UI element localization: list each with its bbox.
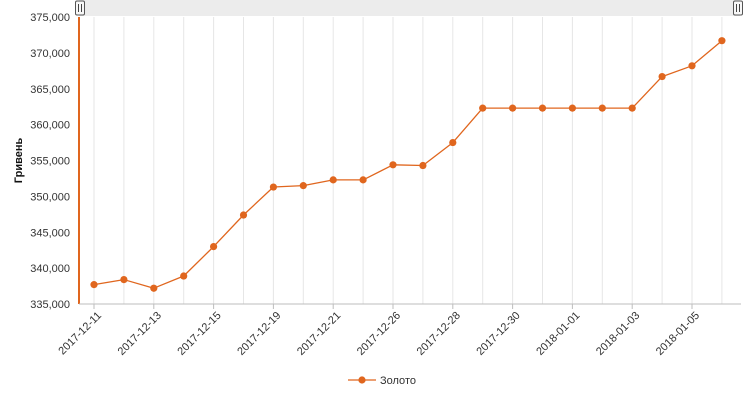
legend[interactable]: Золото: [348, 375, 416, 387]
legend-marker: [358, 376, 366, 384]
x-axis-tick-labels: 2017-12-11 2017-12-13 2017-12-15 2017-12-19…: [56, 304, 702, 358]
x-tick-label: 2017-12-28: [415, 310, 463, 358]
y-axis-title: Гривень: [13, 138, 25, 184]
range-navigator: [75, 0, 743, 16]
y-tick-label: 360,000: [30, 120, 70, 132]
x-tick-label: 2017-12-21: [295, 310, 343, 358]
series-layer: [90, 37, 726, 292]
navigator-left-handle-box[interactable]: [75, 0, 85, 16]
axes: [78, 17, 741, 305]
data-point[interactable]: [150, 284, 158, 292]
y-axis-tick-labels: 335,000 340,000 345,000 350,000 355,000 360,0…: [30, 12, 70, 311]
data-point[interactable]: [329, 176, 337, 184]
data-point[interactable]: [120, 276, 128, 284]
data-point[interactable]: [180, 272, 188, 280]
data-point[interactable]: [508, 104, 517, 112]
x-tick-label: 2017-12-26: [355, 310, 403, 358]
data-point[interactable]: [538, 104, 547, 112]
data-point[interactable]: [239, 211, 248, 219]
series-line-zoloto: [93, 40, 723, 289]
legend-label[interactable]: Золото: [380, 375, 416, 387]
data-point[interactable]: [359, 176, 367, 184]
y-tick-label: 340,000: [30, 263, 70, 275]
data-point[interactable]: [479, 104, 487, 112]
navigator-right-handle[interactable]: [733, 0, 743, 16]
x-tick-label: 2017-12-30: [474, 310, 522, 358]
data-point[interactable]: [299, 182, 307, 190]
data-point[interactable]: [389, 161, 397, 169]
navigator-left-handle[interactable]: [75, 0, 85, 16]
data-point[interactable]: [210, 243, 218, 251]
y-tick-label: 355,000: [30, 156, 70, 168]
navigator-right-handle-box[interactable]: [733, 0, 743, 16]
data-point[interactable]: [449, 138, 457, 147]
x-tick-label: 2018-01-05: [654, 310, 702, 358]
y-tick-label: 335,000: [30, 299, 70, 311]
x-tick-label: 2017-12-19: [235, 310, 283, 358]
y-tick-label: 365,000: [30, 84, 70, 96]
data-point[interactable]: [688, 62, 696, 70]
data-point[interactable]: [658, 72, 666, 81]
y-tick-label: 345,000: [30, 227, 70, 239]
data-point[interactable]: [598, 104, 606, 112]
data-point[interactable]: [568, 104, 577, 112]
data-point[interactable]: [90, 281, 98, 289]
data-point[interactable]: [718, 37, 726, 45]
x-tick-label: 2018-01-03: [594, 310, 642, 358]
grid: [93, 17, 723, 304]
y-tick-label: 350,000: [30, 191, 70, 203]
y-tick-label: 370,000: [30, 48, 70, 60]
data-point[interactable]: [269, 183, 277, 191]
x-tick-label: 2018-01-01: [534, 310, 582, 358]
y-tick-label: 375,000: [30, 12, 70, 24]
navigator-band: [79, 0, 740, 16]
x-tick-label: 2017-12-13: [116, 310, 164, 358]
data-point[interactable]: [419, 161, 427, 170]
data-point[interactable]: [628, 104, 636, 112]
x-tick-label: 2017-12-11: [56, 310, 104, 358]
x-tick-label: 2017-12-15: [175, 310, 223, 358]
